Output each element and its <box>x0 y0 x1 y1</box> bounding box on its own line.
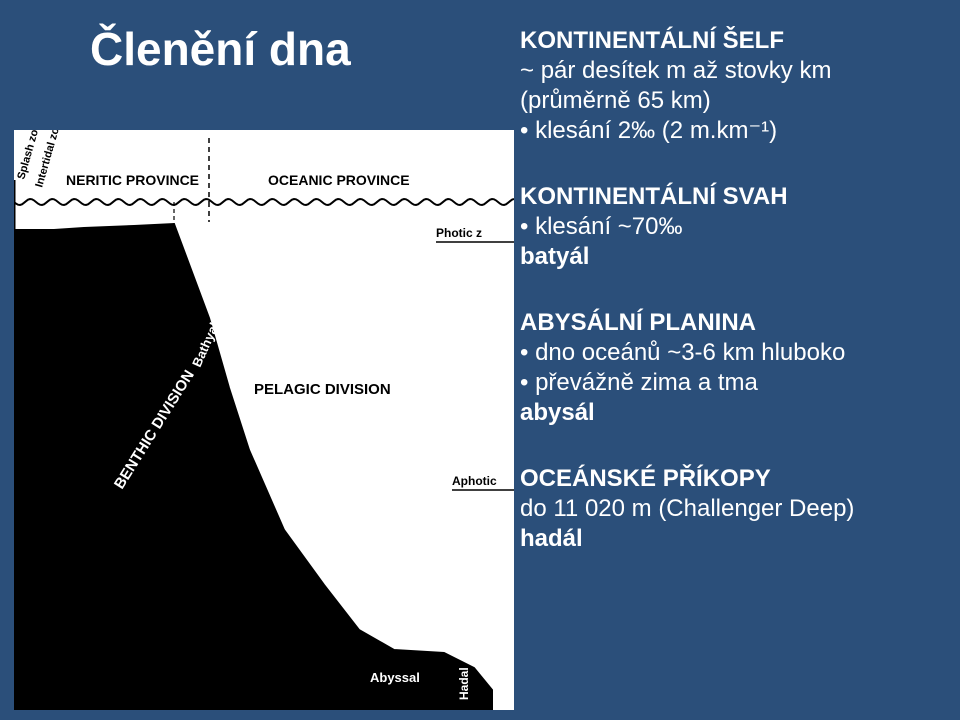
diagram-label-abyssal: Abyssal <box>370 670 420 685</box>
diagram-label-pelagic: PELAGIC DIVISION <box>254 381 391 398</box>
diagram-label-hadal: Hadal <box>457 667 471 700</box>
section-line: dno oceánů ~3-6 km hluboko <box>520 338 854 368</box>
section-heading: KONTINENTÁLNÍ ŠELF <box>520 26 854 56</box>
water-surface <box>14 199 514 205</box>
section-line: klesání ~70‰ <box>520 212 854 242</box>
section-line: do 11 020 m (Challenger Deep) <box>520 494 854 524</box>
section-heading: OCEÁNSKÉ PŘÍKOPY <box>520 464 854 494</box>
depth-line-label: Photic z <box>436 226 482 240</box>
page-title: Členění dna <box>90 22 351 76</box>
ocean-zones-diagram: Photic z Aphotic NERITIC PROVINCE OCEANIC P… <box>14 130 514 710</box>
depth-line-label: Aphotic <box>452 474 497 488</box>
section-line: klesání 2‰ (2 m.km⁻¹) <box>520 116 854 146</box>
section-line: batyál <box>520 242 854 272</box>
section-line: abysál <box>520 398 854 428</box>
diagram-label-neritic: NERITIC PROVINCE <box>66 172 199 188</box>
diagram-label-oceanic: OCEANIC PROVINCE <box>268 172 410 188</box>
section-heading: ABYSÁLNÍ PLANINA <box>520 308 854 338</box>
section-line: převážně zima a tma <box>520 368 854 398</box>
section-line: hadál <box>520 524 854 554</box>
content-block: KONTINENTÁLNÍ ŠELFpár desítek m až stovk… <box>520 26 854 554</box>
seafloor-fill <box>14 224 514 710</box>
diagram-svg: Photic z Aphotic NERITIC PROVINCE OCEANIC P… <box>14 130 514 710</box>
section-line: pár desítek m až stovky km <box>520 56 854 86</box>
diagram-label-outer: Outer shelf <box>114 256 183 271</box>
section-line: (průměrně 65 km) <box>520 86 854 116</box>
section-heading: KONTINENTÁLNÍ SVAH <box>520 182 854 212</box>
diagram-label-inner: Inner shelf <box>44 248 110 263</box>
